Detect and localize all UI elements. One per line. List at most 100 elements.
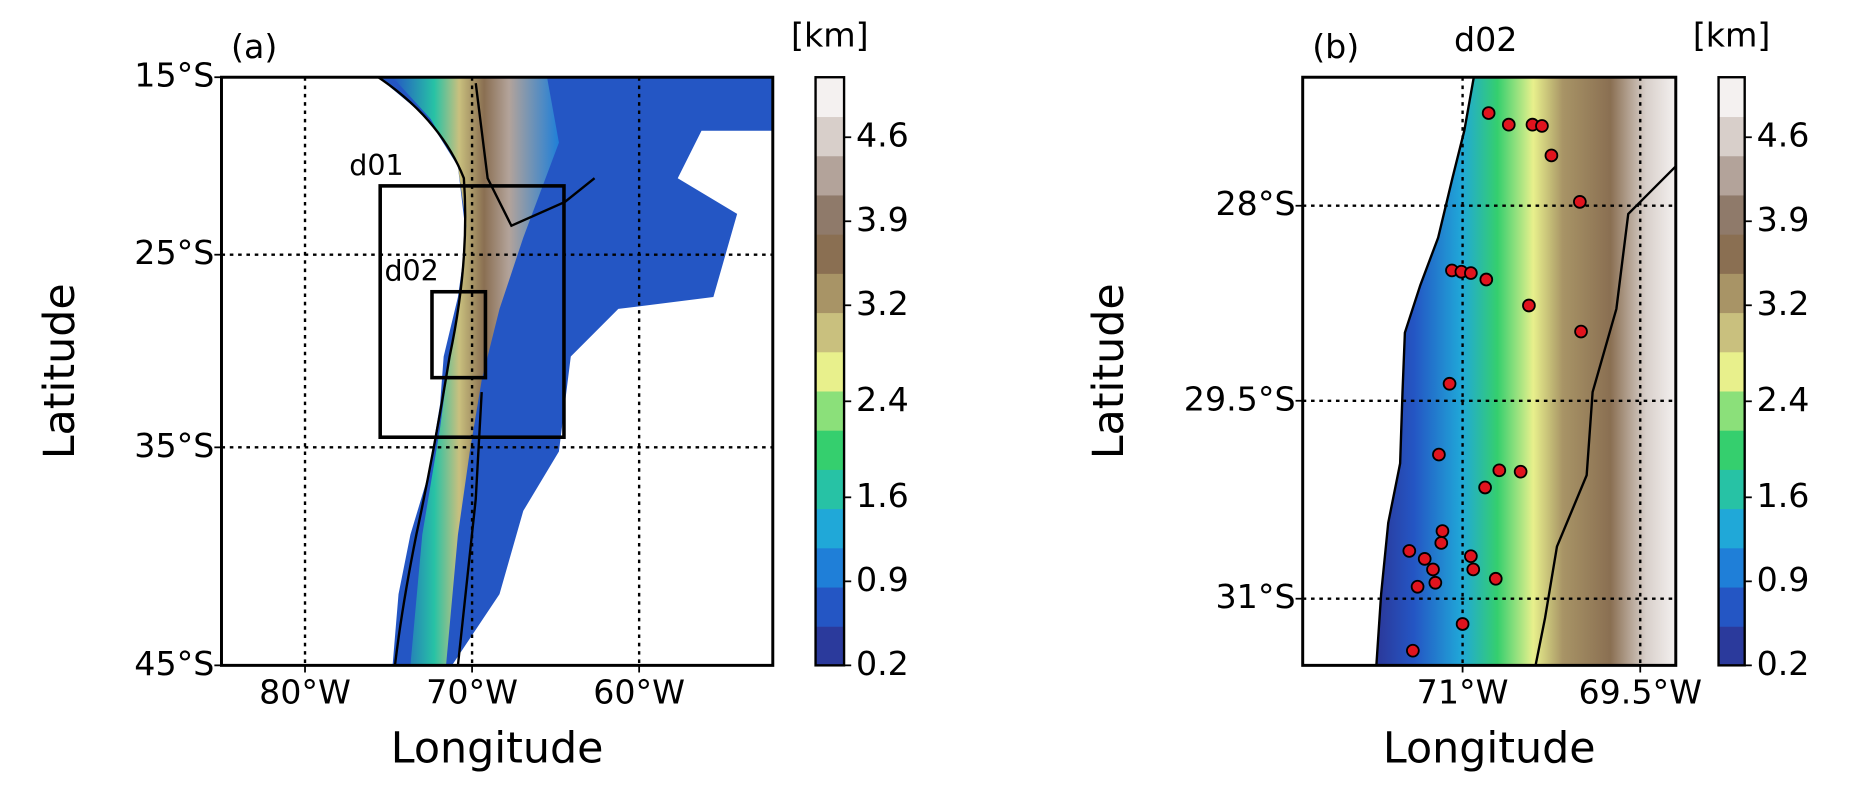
- colorbar-band: [815, 194, 845, 235]
- station: [1455, 617, 1470, 631]
- station: [1402, 544, 1417, 558]
- colorbar-tick-label: 0.2: [856, 644, 909, 683]
- colorbar-band: [1718, 547, 1745, 588]
- colorbar-band: [815, 547, 845, 588]
- station: [1573, 195, 1587, 209]
- station: [1492, 463, 1507, 478]
- colorbar-band: [1718, 312, 1745, 353]
- station: [1574, 324, 1588, 339]
- y-tick-label: 15°S: [134, 56, 214, 95]
- colorbar-tick-label: 0.9: [1757, 560, 1810, 599]
- colorbar-tick-label: 3.9: [856, 200, 909, 239]
- station: [1479, 272, 1494, 287]
- terrain-b: [1375, 77, 1676, 666]
- station: [1442, 376, 1457, 391]
- colorbar-tick-label: 4.6: [856, 116, 909, 155]
- y-tick-label: 25°S: [134, 233, 214, 272]
- x-axis-label: Longitude: [1383, 723, 1596, 773]
- colorbar-band: [815, 312, 845, 353]
- colorbar-band: [815, 77, 845, 118]
- colorbar-band: [815, 116, 845, 157]
- terrain-a: [377, 77, 773, 666]
- y-axis-label: Latitude: [35, 283, 85, 459]
- station: [1428, 575, 1443, 590]
- domain-label: d01: [349, 149, 403, 182]
- station: [1535, 119, 1549, 133]
- colorbar-tick-label: 3.2: [856, 284, 909, 323]
- colorbar-band: [815, 234, 845, 274]
- axes-frame: [1301, 75, 1678, 667]
- colorbar-band: [815, 586, 845, 627]
- domain-box: [430, 289, 488, 380]
- colorbar-band: [1718, 116, 1745, 157]
- panel-title: d02: [1454, 20, 1517, 59]
- station: [1522, 298, 1536, 313]
- y-tick-label: 31°S: [1216, 577, 1296, 616]
- panel-label: (b): [1312, 27, 1359, 66]
- colorbar-band: [815, 390, 845, 431]
- station: [1417, 552, 1432, 566]
- y-axis-label: Latitude: [1084, 283, 1134, 459]
- y-tick-label: 35°S: [134, 426, 214, 465]
- colorbar-band: [815, 626, 845, 666]
- colorbar-band: [1718, 508, 1745, 549]
- colorbar-band: [1718, 390, 1745, 431]
- x-tick-label: 71°W: [1417, 672, 1509, 711]
- colorbar-band: [1718, 469, 1745, 510]
- x-tick-label: 70°W: [426, 672, 518, 711]
- colorbar-band: [1718, 234, 1745, 274]
- colorbar-band: [1718, 194, 1745, 235]
- colorbar-band: [815, 155, 845, 196]
- colorbar-tick-label: 3.9: [1757, 200, 1810, 239]
- x-tick-label: 60°W: [593, 672, 685, 711]
- colorbar-tick-label: 3.2: [1757, 284, 1810, 323]
- x-tick-label: 80°W: [259, 672, 351, 711]
- colorbar-frame: [814, 76, 846, 667]
- colorbar-band: [1718, 77, 1745, 118]
- colorbar-tick-label: 2.4: [856, 380, 909, 419]
- x-tick-label: 69.5°W: [1578, 672, 1702, 711]
- station: [1466, 562, 1481, 577]
- colorbar-label: [km]: [1693, 15, 1771, 54]
- colorbar-band: [1718, 430, 1745, 470]
- colorbar-frame: [1717, 76, 1746, 667]
- colorbar-band: [1718, 351, 1745, 392]
- colorbar-tick-label: 4.6: [1757, 116, 1810, 155]
- domain-label: d02: [384, 255, 438, 288]
- colorbar-band: [815, 469, 845, 510]
- domain-box: [378, 184, 566, 440]
- station: [1544, 148, 1559, 163]
- station: [1464, 549, 1478, 564]
- y-tick-label: 29.5°S: [1184, 379, 1296, 418]
- colorbar-label: [km]: [791, 15, 869, 54]
- colorbar-tick-label: 0.2: [1757, 644, 1810, 683]
- station: [1501, 117, 1516, 132]
- colorbar-band: [1718, 586, 1745, 627]
- colorbar-band: [815, 273, 845, 314]
- colorbar-band: [815, 508, 845, 549]
- colorbar-tick-label: 1.6: [856, 476, 909, 515]
- colorbar-band: [815, 351, 845, 392]
- station: [1481, 106, 1496, 120]
- panel-label: (a): [231, 27, 277, 66]
- colorbar-band: [1718, 273, 1745, 314]
- axes-frame: [220, 75, 775, 667]
- colorbar-band: [1718, 626, 1745, 666]
- station: [1410, 579, 1425, 594]
- colorbar-band: [815, 430, 845, 470]
- station: [1464, 266, 1478, 280]
- y-tick-label: 45°S: [134, 644, 214, 683]
- x-axis-label: Longitude: [391, 723, 604, 773]
- station: [1406, 643, 1420, 658]
- colorbar-tick-label: 0.9: [856, 560, 909, 599]
- colorbar-tick-label: 2.4: [1757, 380, 1810, 419]
- station: [1434, 536, 1449, 550]
- station: [1426, 562, 1440, 577]
- station: [1513, 464, 1528, 479]
- station: [1432, 447, 1446, 462]
- station: [1488, 571, 1503, 586]
- station: [1435, 524, 1450, 538]
- colorbar-tick-label: 1.6: [1757, 476, 1810, 515]
- colorbar-band: [1718, 155, 1745, 196]
